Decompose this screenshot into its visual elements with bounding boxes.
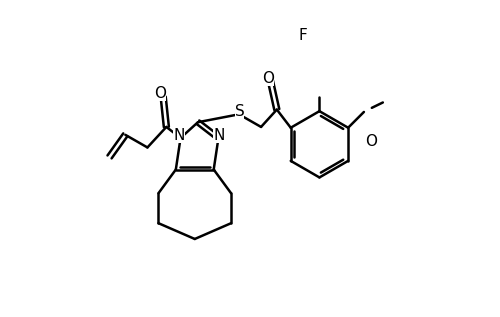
Text: F: F	[298, 28, 308, 43]
Text: N: N	[174, 128, 184, 143]
Text: N: N	[214, 128, 225, 143]
Text: O: O	[262, 71, 274, 87]
Text: S: S	[234, 104, 244, 119]
Text: O: O	[366, 134, 378, 149]
Text: O: O	[154, 86, 166, 101]
